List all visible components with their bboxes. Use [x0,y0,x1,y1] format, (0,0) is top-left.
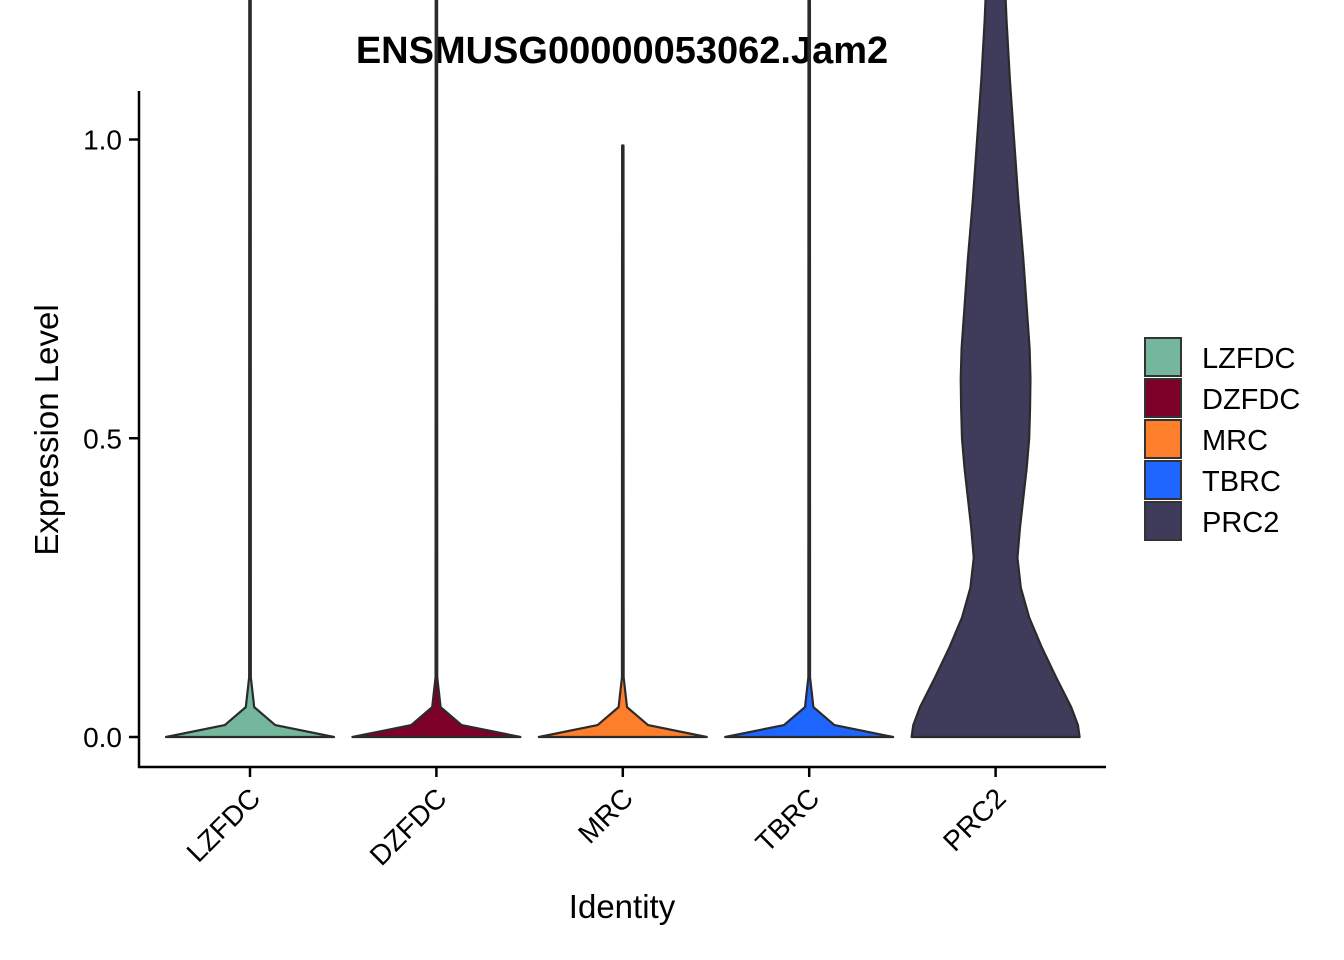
chart-title: ENSMUSG00000053062.Jam2 [356,30,888,72]
legend-label-mrc: MRC [1202,425,1268,457]
violin-lzfdc [164,0,336,739]
legend-swatch-lzfdc [1144,337,1182,377]
legend: LZFDC DZFDC MRC TBRC PRC2 [1144,337,1300,541]
legend-swatch-prc2 [1144,501,1182,541]
plot-area [164,0,1081,739]
legend-label-prc2: PRC2 [1202,507,1279,539]
legend-swatch-mrc [1144,419,1182,459]
y-axis-title: Expression Level [28,304,65,555]
y-tick-label: 1.0 [83,125,122,156]
x-tick-label: LZFDC [181,782,267,868]
legend-label-tbrc: TBRC [1202,466,1281,498]
x-tick-label: PRC2 [937,782,1012,857]
x-tick-label: MRC [572,782,639,849]
x-axis-ticks: LZFDC DZFDC MRC TBRC PRC2 [181,767,1012,871]
legend-swatch-dzfdc [1144,378,1182,418]
y-tick-label: 0.0 [83,722,122,753]
violin-dzfdc [351,0,522,739]
legend-label-lzfdc: LZFDC [1202,343,1295,375]
violin-mrc [537,144,708,739]
legend-label-dzfdc: DZFDC [1202,384,1300,416]
y-axis-ticks: 0.00.51.01.52.0 [83,125,139,753]
violin-prc2 [910,0,1081,739]
legend-swatch-tbrc [1144,460,1182,500]
violin-tbrc [724,0,895,739]
y-tick-label: 0.5 [83,423,122,454]
x-tick-label: DZFDC [364,782,453,871]
x-axis-title: Identity [569,888,676,925]
x-tick-label: TBRC [750,782,826,858]
